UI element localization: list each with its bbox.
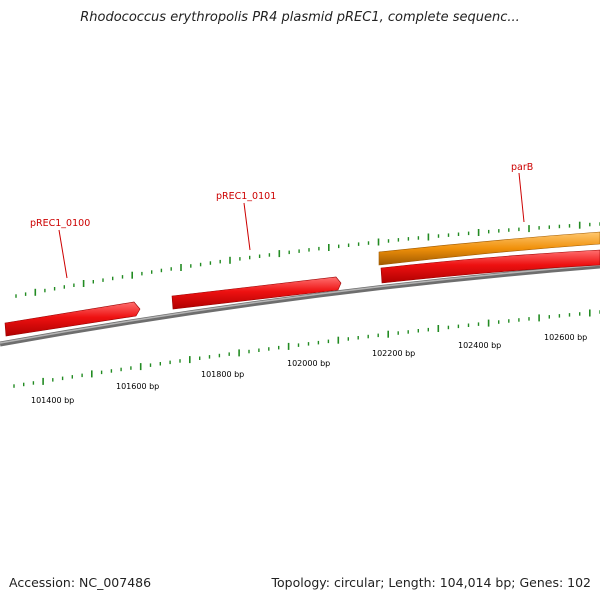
- tick-label-101800: 101800 bp: [201, 370, 244, 379]
- outer-tick-ring: [15, 221, 600, 298]
- gene-label-pREC1_0101: pREC1_0101: [216, 191, 276, 202]
- gene-pREC1_0100[interactable]: [4, 301, 141, 337]
- gene-label-pREC1_0100: pREC1_0100: [30, 218, 90, 229]
- tick-label-102000: 102000 bp: [287, 359, 330, 368]
- backbone-arc: [0, 263, 600, 347]
- leader-line-pREC1_0101: [243, 202, 251, 251]
- inner-tick-ring: [13, 309, 600, 388]
- accession-text: Accession: NC_007486: [9, 575, 152, 590]
- tick-label-102200: 102200 bp: [372, 349, 415, 358]
- leader-line-parB: [518, 172, 525, 223]
- tick-label-101400: 101400 bp: [31, 396, 74, 405]
- tick-label-102600: 102600 bp: [544, 333, 587, 342]
- tick-label-102400: 102400 bp: [458, 341, 501, 350]
- tick-label-101600: 101600 bp: [116, 382, 159, 391]
- map-title: Rhodococcus erythropolis PR4 plasmid pRE…: [80, 10, 520, 25]
- summary-text: Topology: circular; Length: 104,014 bp; …: [271, 575, 592, 590]
- gene-unlabeled[interactable]: [380, 249, 600, 284]
- gene-pREC1_0101[interactable]: [171, 276, 342, 310]
- backbone-arc-highlight: [0, 264, 600, 344]
- leader-line-pREC1_0100: [58, 229, 68, 279]
- gene-label-parB: parB: [511, 162, 533, 173]
- gene-parB[interactable]: [378, 231, 600, 266]
